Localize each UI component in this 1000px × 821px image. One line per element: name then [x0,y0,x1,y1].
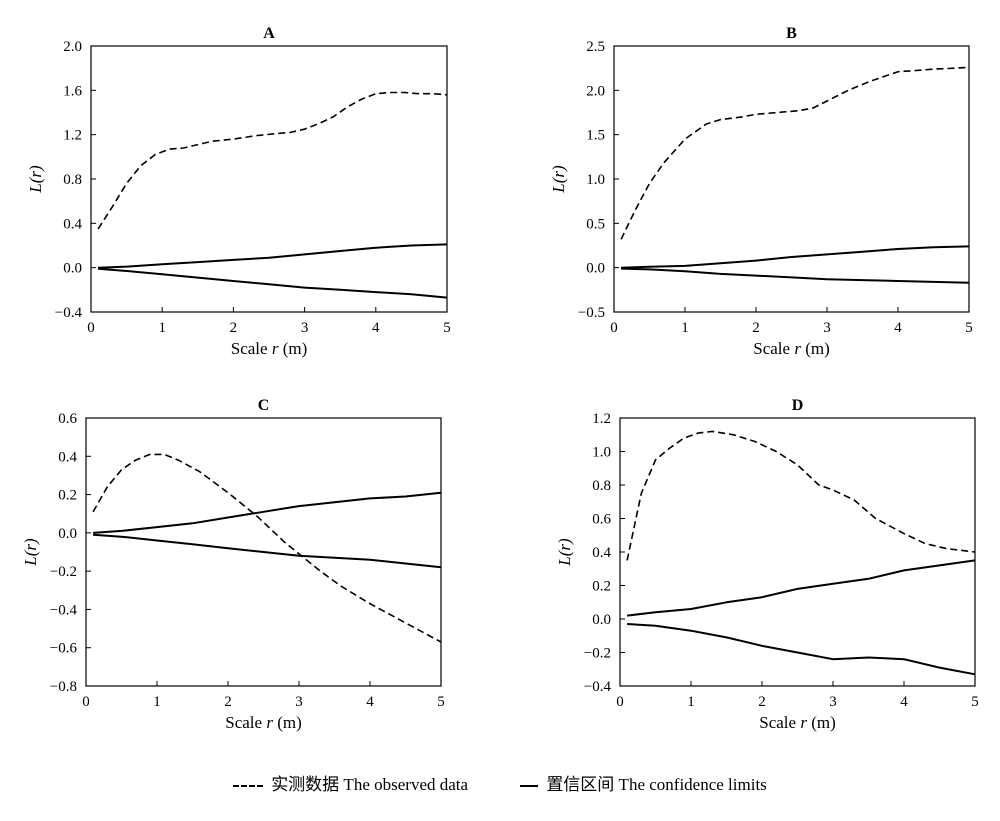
panel-d-x-tick-label: 4 [900,694,908,710]
panel-d-x-tick-label: 2 [758,694,766,710]
panel-c-y-tick-label: 0.4 [58,449,77,465]
panel-d-x-tick-label: 1 [687,694,695,710]
panel-d-y-tick-label: −0.4 [584,679,612,695]
panel-c-y-tick-label: −0.2 [50,564,77,580]
panel-c-x-tick-label: 5 [437,694,445,710]
panel-a-y-tick-label: 0.0 [63,261,82,277]
panel-d-title: D [792,397,804,414]
panel-a-x-tick-label: 3 [301,320,309,336]
panel-a-y-tick-label: 1.6 [63,83,82,99]
panel-d-x-tick-label: 3 [829,694,837,710]
panel-c-y-tick-label: 0.2 [58,488,77,504]
panel-a-y-tick-label: 0.8 [63,172,82,188]
panel-c-series-upper [93,491,442,534]
legend-swatch-solid [520,785,539,788]
panel-c-x-tick-label: 1 [153,694,161,710]
panel-c-title: C [258,397,270,414]
panel-d-series-observed [626,430,976,561]
panel-d-plot-frame [619,417,976,687]
panel-d-x-axis-label: Scale r (m) [759,713,836,732]
legend-label-confidence: 置信区间 The confidence limits [546,775,767,794]
panel-c-y-tick-label: −0.4 [50,602,78,618]
legend-item-confidence: 置信区间 The confidence limits [520,770,767,795]
panel-d-x-tick-label: 5 [971,694,979,710]
panel-c-x-tick-label: 2 [224,694,232,710]
panel-c-y-tick-label: 0.6 [58,411,77,427]
panel-c-y-axis-label: L(r) [21,538,40,567]
panel-a-x-tick-label: 5 [443,320,451,336]
panel-b-x-tick-label: 0 [610,320,618,336]
panel-a-y-tick-label: 1.2 [63,128,82,144]
panel-a-series-observed [97,91,448,230]
panel-b-x-tick-label: 4 [894,320,902,336]
panel-b-series-upper [621,245,970,269]
panel-b-y-tick-label: 2.5 [586,39,605,55]
panel-a-x-tick-label: 2 [230,320,238,336]
panel-a-series-lower [98,267,448,299]
panel-b-series-lower [621,267,970,284]
panel-a-x-tick-label: 4 [372,320,380,336]
panel-b-y-tick-label: 2.0 [586,83,605,99]
panel-d-x-tick-label: 0 [616,694,624,710]
panel-d-y-tick-label: 0.0 [592,612,611,628]
panel-b-x-axis-label: Scale r (m) [753,339,830,358]
panel-d-y-tick-label: 0.4 [592,545,611,561]
panel-d-series-lower [627,623,976,676]
panel-b-x-tick-label: 5 [965,320,973,336]
panel-a-x-tick-label: 1 [158,320,166,336]
legend: 实测数据 The observed data 置信区间 The confiden… [0,770,1000,795]
panel-a-y-tick-label: 0.4 [63,216,82,232]
panel-d-y-tick-label: 0.2 [592,579,611,595]
panel-d-y-tick-label: 1.2 [592,411,611,427]
panel-c-x-tick-label: 0 [82,694,90,710]
panel-a-y-tick-label: −0.4 [55,305,83,321]
panel-c-x-tick-label: 4 [366,694,374,710]
panel-b-plot-frame [613,45,970,313]
panel-b-x-tick-label: 2 [752,320,760,336]
panel-b-y-tick-label: 0.0 [586,261,605,277]
panel-c-y-tick-label: −0.6 [50,641,78,657]
panel-c-y-tick-label: 0.0 [58,526,77,542]
panel-d-y-axis-label: L(r) [555,538,574,567]
panel-d-y-tick-label: −0.2 [584,646,611,662]
panel-c-y-tick-label: −0.8 [50,679,77,695]
panel-b-x-tick-label: 1 [681,320,689,336]
panel-d-series-upper [626,559,976,617]
panel-c-x-axis-label: Scale r (m) [225,713,302,732]
panel-a-y-axis-label: L(r) [26,165,45,194]
panel-a-y-tick-label: 2.0 [63,39,82,55]
panel-d-y-tick-label: 0.8 [592,478,611,494]
panel-b-y-tick-label: 0.5 [586,216,605,232]
legend-swatch-dashed [233,785,264,788]
panel-b-y-tick-label: 1.5 [586,128,605,144]
panel-b-y-axis-label: L(r) [549,165,568,194]
panel-b-title: B [786,25,797,42]
panel-b-y-tick-label: −0.5 [578,305,605,321]
panel-a-title: A [263,25,275,42]
panel-a-x-axis-label: Scale r (m) [231,339,308,358]
panel-c-series-lower [93,533,442,569]
panel-b-x-tick-label: 3 [823,320,831,336]
panel-b-y-tick-label: 1.0 [586,172,605,188]
panel-d-y-tick-label: 1.0 [592,445,611,461]
panel-a-x-tick-label: 0 [87,320,95,336]
panel-b-series-observed [620,66,970,240]
legend-label-observed: 实测数据 The observed data [271,775,469,794]
panel-a-series-upper [98,243,448,269]
panel-d-y-tick-label: 0.6 [592,512,611,528]
panel-c-x-tick-label: 3 [295,694,303,710]
panel-c-plot-frame [85,417,442,687]
legend-item-observed: 实测数据 The observed data [233,770,468,795]
panel-c-series-observed [92,453,442,643]
